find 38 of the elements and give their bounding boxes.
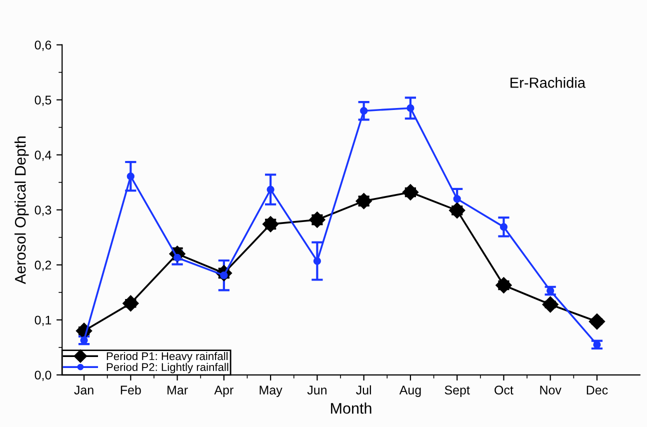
point — [542, 296, 558, 313]
annotation: Er-Rachidia — [510, 77, 586, 88]
x-tick-label: Feb — [120, 385, 141, 395]
point — [402, 184, 419, 200]
point — [453, 195, 461, 203]
y-tick-label: 0,4 — [34, 150, 52, 161]
point — [313, 257, 322, 265]
x-tick-label: Sept — [444, 386, 470, 397]
legend-label: Period P2: Lightly rainfall — [106, 362, 228, 374]
point — [500, 223, 508, 231]
x-tick-label: Oct — [494, 386, 514, 395]
x-tick-label: Jun — [307, 386, 326, 395]
x-tick-label: May — [260, 386, 282, 397]
x-tick-label: Nov — [540, 386, 562, 395]
point — [593, 340, 601, 348]
x-axis-title: Month — [331, 402, 372, 414]
x-tick-label: Aug — [399, 386, 421, 397]
y-tick-label: 0,0 — [34, 370, 52, 382]
x-tick-label: Mar — [168, 386, 188, 395]
point — [496, 277, 512, 294]
y-tick-label: 0,3 — [34, 206, 52, 216]
y-tick-label: 0,1 — [34, 316, 52, 326]
x-tick-label: Dec — [586, 386, 608, 395]
y-tick-label: 0,6 — [34, 40, 52, 51]
x-tick-label: Apr — [214, 386, 234, 397]
point — [588, 313, 606, 330]
point — [360, 107, 368, 115]
x-tick-label: Jan — [74, 386, 94, 395]
x-tick-label: Jul — [356, 385, 371, 395]
y-tick-label: 0,5 — [34, 96, 52, 106]
point — [122, 295, 139, 312]
legend-label: Period P1: Heavy rainfall — [106, 352, 228, 362]
point — [126, 172, 134, 180]
point — [406, 104, 414, 112]
y-tick-label: 0,2 — [34, 260, 52, 272]
y-axis-title: Aerosol Optical Depth — [14, 136, 29, 284]
point — [266, 186, 274, 194]
point — [449, 202, 466, 218]
